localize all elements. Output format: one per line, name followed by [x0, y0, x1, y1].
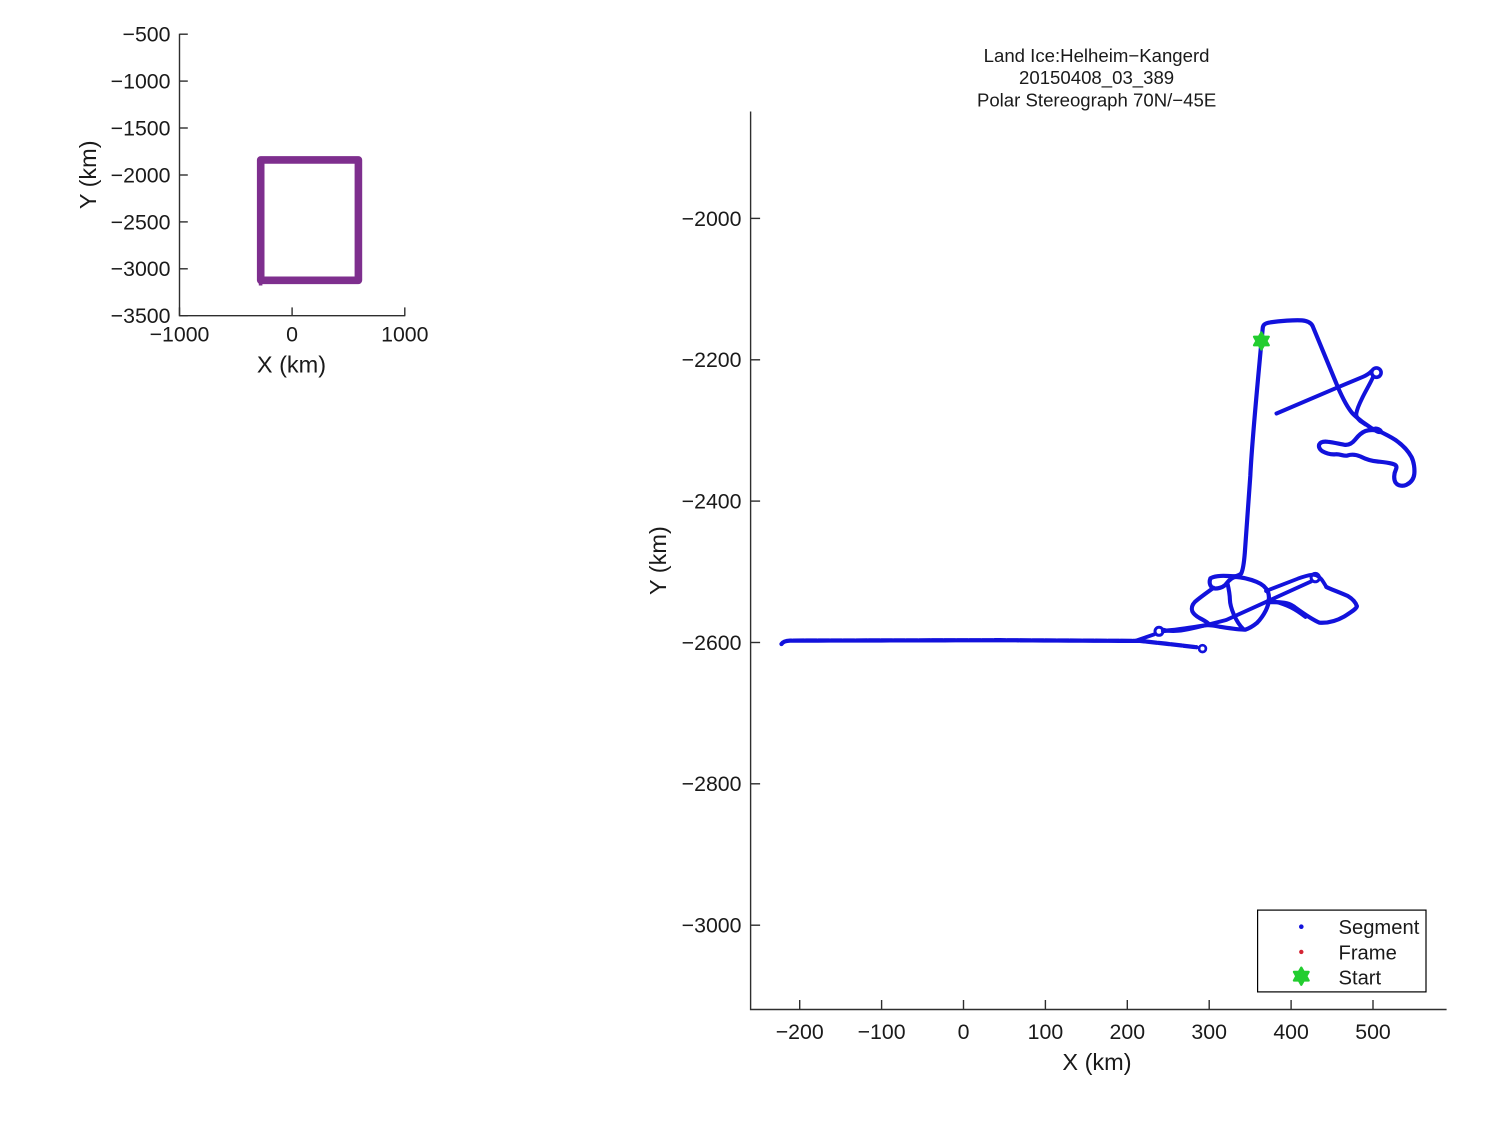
svg-text:X (km): X (km): [257, 352, 326, 378]
svg-text:−1500: −1500: [111, 116, 171, 140]
svg-text:100: 100: [1028, 1020, 1064, 1044]
svg-text:X (km): X (km): [1062, 1049, 1131, 1075]
svg-text:200: 200: [1110, 1020, 1146, 1044]
svg-text:Polar Stereograph 70N/−45E: Polar Stereograph 70N/−45E: [977, 89, 1216, 110]
svg-text:Y (km): Y (km): [645, 526, 671, 595]
svg-text:−2800: −2800: [682, 772, 742, 796]
svg-text:500: 500: [1355, 1020, 1391, 1044]
svg-text:−1000: −1000: [111, 70, 171, 94]
svg-text:−2000: −2000: [682, 207, 742, 231]
svg-text:−100: −100: [858, 1020, 906, 1044]
svg-text:−2200: −2200: [682, 348, 742, 372]
svg-text:0: 0: [286, 323, 298, 347]
svg-text:0: 0: [958, 1020, 970, 1044]
svg-text:300: 300: [1191, 1020, 1227, 1044]
svg-text:−3000: −3000: [111, 257, 171, 281]
svg-text:−200: −200: [776, 1020, 824, 1044]
svg-text:−2400: −2400: [682, 490, 742, 514]
svg-text:20150408_03_389: 20150408_03_389: [1019, 67, 1174, 89]
svg-text:−2000: −2000: [111, 163, 171, 187]
svg-text:Segment: Segment: [1339, 917, 1420, 939]
svg-text:Y (km): Y (km): [75, 140, 101, 209]
svg-text:−500: −500: [123, 23, 171, 47]
svg-text:−2600: −2600: [682, 631, 742, 655]
svg-text:Start: Start: [1339, 968, 1382, 990]
svg-text:−1000: −1000: [150, 323, 210, 347]
svg-text:−3000: −3000: [682, 914, 742, 938]
svg-text:1000: 1000: [381, 323, 429, 347]
svg-text:Frame: Frame: [1339, 942, 1397, 964]
svg-text:Land Ice:Helheim−Kangerd: Land Ice:Helheim−Kangerd: [984, 45, 1210, 66]
svg-text:−2500: −2500: [111, 210, 171, 234]
svg-text:400: 400: [1273, 1020, 1309, 1044]
svg-text:−3500: −3500: [111, 304, 171, 328]
